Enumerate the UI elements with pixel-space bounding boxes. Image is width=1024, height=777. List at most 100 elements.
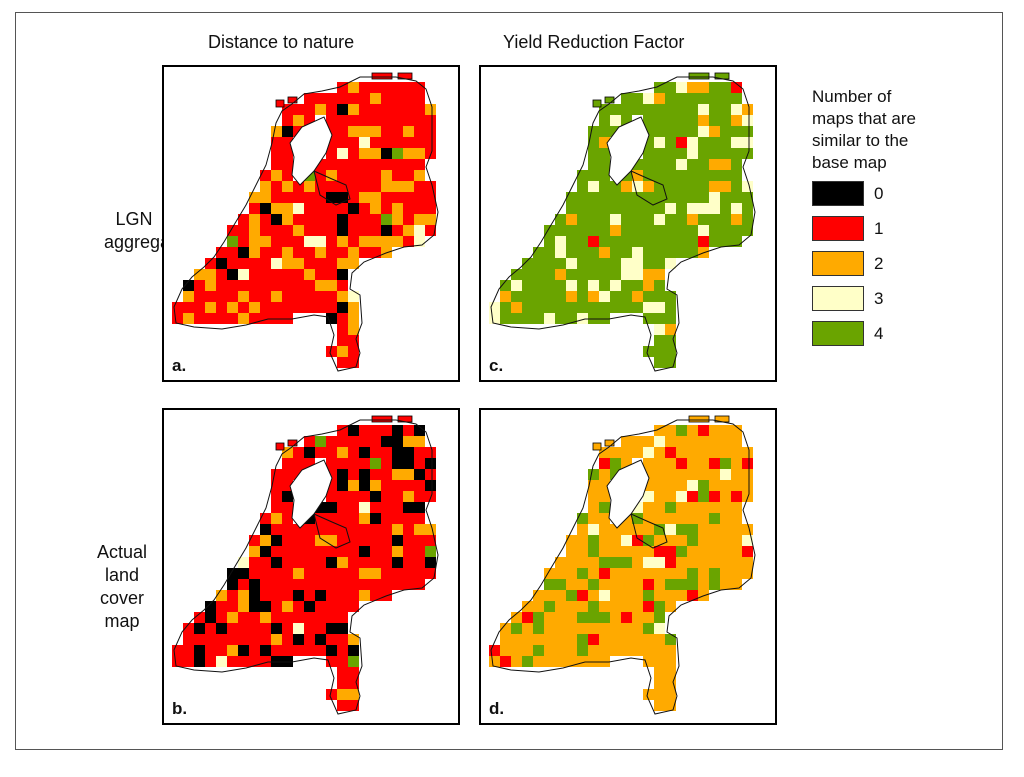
- map-cell: [654, 425, 665, 436]
- map-cell: [577, 170, 588, 181]
- map-cell: [500, 645, 511, 656]
- map-cell: [326, 302, 337, 313]
- map-cell: [687, 557, 698, 568]
- map-cell: [577, 656, 588, 667]
- map-cell: [588, 612, 599, 623]
- map-cell: [326, 192, 337, 203]
- map-cell: [392, 557, 403, 568]
- map-cell: [293, 192, 304, 203]
- map-cell: [370, 491, 381, 502]
- map-cell: [271, 225, 282, 236]
- map-cell: [337, 546, 348, 557]
- map-cell: [348, 634, 359, 645]
- map-cell: [533, 291, 544, 302]
- map-cell: [577, 535, 588, 546]
- map-cell: [709, 170, 720, 181]
- map-cell: [271, 137, 282, 148]
- map-cell: [304, 302, 315, 313]
- map-cell: [359, 225, 370, 236]
- map-cell: [304, 612, 315, 623]
- map-cell: [665, 313, 676, 324]
- map-cell: [698, 458, 709, 469]
- map-cell: [687, 513, 698, 524]
- map-cell: [260, 192, 271, 203]
- map-cell: [282, 469, 293, 480]
- map-cell: [326, 269, 337, 280]
- map-cell: [370, 148, 381, 159]
- map-cell: [326, 458, 337, 469]
- map-cell: [403, 502, 414, 513]
- map-cell: [370, 458, 381, 469]
- map-cell: [326, 104, 337, 115]
- map-cell: [249, 225, 260, 236]
- map-cell: [337, 480, 348, 491]
- map-cell: [511, 269, 522, 280]
- map-cell: [599, 579, 610, 590]
- map-cell: [282, 568, 293, 579]
- map-cell: [621, 447, 632, 458]
- map-cell: [359, 557, 370, 568]
- map-cell: [293, 104, 304, 115]
- map-cell: [205, 313, 216, 324]
- map-cell: [643, 225, 654, 236]
- map-cell: [742, 469, 753, 480]
- map-cell: [326, 280, 337, 291]
- map-cell: [665, 82, 676, 93]
- map-cell: [381, 447, 392, 458]
- row-title-actual-land-cover-map: Actual land cover map: [96, 542, 148, 631]
- map-cell: [555, 225, 566, 236]
- map-cell: [654, 645, 665, 656]
- map-cell: [293, 214, 304, 225]
- map-cell: [720, 82, 731, 93]
- map-cell: [632, 291, 643, 302]
- map-cell: [621, 258, 632, 269]
- map-cell: [588, 546, 599, 557]
- map-cell: [643, 535, 654, 546]
- map-cell: [698, 170, 709, 181]
- map-cell: [698, 137, 709, 148]
- map-cell: [566, 568, 577, 579]
- map-cell: [381, 214, 392, 225]
- map-cell: [588, 513, 599, 524]
- map-cell: [643, 524, 654, 535]
- legend-label-0: 0: [874, 183, 884, 203]
- map-cell: [632, 513, 643, 524]
- map-cell: [249, 203, 260, 214]
- map-cell: [381, 579, 392, 590]
- map-cell: [293, 612, 304, 623]
- map-cell: [194, 645, 205, 656]
- map-cell: [665, 357, 676, 368]
- map-cell: [304, 203, 315, 214]
- map-cell: [599, 258, 610, 269]
- map-cell: [337, 104, 348, 115]
- map-cell: [566, 656, 577, 667]
- map-cell: [370, 535, 381, 546]
- map-cell: [588, 568, 599, 579]
- map-cell: [326, 634, 337, 645]
- map-cell: [227, 280, 238, 291]
- map-cell: [414, 82, 425, 93]
- map-cell: [599, 159, 610, 170]
- map-cell: [643, 469, 654, 480]
- island-cell: [371, 72, 393, 80]
- map-cell: [238, 579, 249, 590]
- map-cell: [172, 645, 183, 656]
- map-cell: [533, 247, 544, 258]
- map-cell: [227, 634, 238, 645]
- map-cell: [359, 491, 370, 502]
- map-cell: [260, 568, 271, 579]
- map-cell: [676, 115, 687, 126]
- map-cell: [403, 192, 414, 203]
- map-cell: [610, 524, 621, 535]
- map-cell: [337, 291, 348, 302]
- map-cell: [348, 447, 359, 458]
- map-cell: [337, 247, 348, 258]
- map-cell: [282, 236, 293, 247]
- map-cell: [403, 568, 414, 579]
- map-cell: [632, 214, 643, 225]
- map-cell: [337, 579, 348, 590]
- map-cell: [326, 557, 337, 568]
- map-cell: [205, 280, 216, 291]
- map-cell: [731, 148, 742, 159]
- map-cell: [643, 302, 654, 313]
